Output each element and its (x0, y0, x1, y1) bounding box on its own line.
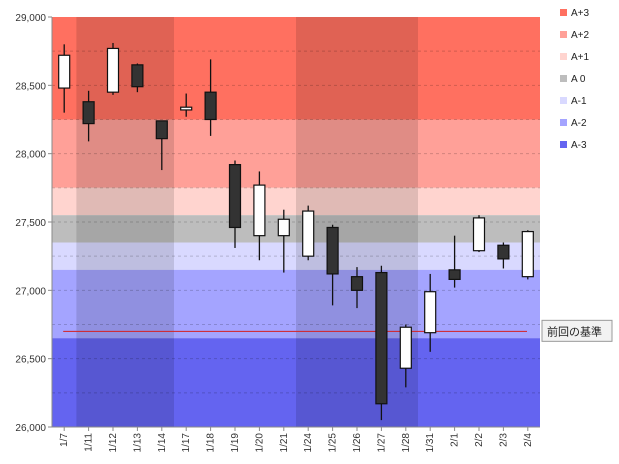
x-tick-label: 2/3 (498, 433, 509, 447)
legend-label: A-1 (571, 96, 587, 107)
shaded-period-1 (76, 17, 174, 427)
candle-body (326, 226, 339, 275)
candle-body (399, 326, 412, 369)
x-tick-label: 1/13 (132, 433, 143, 453)
y-tick-label: 26,500 (15, 355, 46, 366)
reference-line-group: 前回の基準 (63, 319, 613, 342)
x-tick-label: 1/11 (84, 433, 95, 452)
candle-body (448, 269, 461, 281)
x-tick-label: 1/25 (328, 433, 339, 453)
reference-label: 前回の基準 (547, 324, 602, 338)
band-aminus2 (52, 269, 540, 339)
x-tick-label: 1/14 (157, 433, 168, 453)
candle-body (228, 164, 242, 229)
candle-body (58, 54, 71, 89)
legend: A+3 A+2 A+1 A 0 A-1 A-2 A-3 (560, 8, 590, 151)
legend-swatch (560, 53, 567, 60)
legend-label: A+3 (571, 8, 590, 19)
band-aminus3 (52, 338, 540, 427)
legend-label: A-3 (571, 140, 587, 151)
x-tick-label: 1/24 (303, 433, 314, 453)
candle-body (424, 291, 437, 334)
candle-body (180, 106, 193, 111)
y-tick-label: 29,000 (15, 13, 46, 24)
legend-label: A+1 (571, 52, 590, 63)
band-a0 (52, 215, 540, 243)
candle-body (472, 217, 486, 252)
band-aplus2 (52, 119, 540, 188)
x-tick-label: 2/1 (450, 433, 461, 447)
x-tick-label: 1/21 (279, 433, 290, 453)
x-tick-label: 1/7 (59, 433, 70, 447)
shaded-period-2 (296, 17, 418, 427)
x-tick-label: 1/26 (352, 433, 363, 453)
candle-body (131, 64, 144, 88)
y-tick-label: 27,000 (15, 286, 46, 297)
candle-body (375, 271, 388, 405)
band-layer (52, 17, 540, 427)
x-tick-label: 1/28 (401, 433, 412, 453)
band-aplus1 (52, 187, 540, 216)
legend-label: A-2 (571, 118, 587, 129)
legend-swatch (560, 31, 567, 38)
band-aminus1 (52, 242, 540, 270)
x-tick-label: 1/27 (376, 433, 387, 453)
y-tick-label: 28,500 (15, 81, 46, 92)
x-tick-label: 1/20 (254, 433, 265, 453)
candle-body (302, 210, 315, 257)
axes-layer: 26,000 26,500 27,000 27,500 28,000 28,500 29,0… (15, 13, 540, 452)
legend-swatch (560, 9, 567, 16)
x-tick-label: 1/18 (206, 433, 217, 453)
candle-body (497, 244, 510, 260)
x-tick-label: 2/2 (474, 433, 485, 447)
candle-body (521, 230, 534, 278)
legend-swatch (560, 97, 567, 104)
x-tick-label: 1/19 (230, 433, 241, 453)
x-tick-label: 1/17 (181, 433, 192, 453)
candle-layer (58, 42, 534, 421)
reference-label-box (541, 319, 613, 342)
y-tick-label: 28,000 (15, 150, 46, 161)
candle-body (82, 101, 95, 125)
candle-body (253, 184, 266, 237)
candle-body (277, 218, 290, 237)
y-tick-label: 26,000 (15, 423, 46, 434)
legend-label: A+2 (571, 30, 590, 41)
candle-body (350, 276, 364, 291)
candle-body (204, 91, 217, 121)
x-tick-label: 1/12 (108, 433, 119, 453)
y-tick-label: 27,500 (15, 218, 46, 229)
candle-body (106, 47, 120, 93)
legend-swatch (560, 75, 567, 82)
period-shade-layer (76, 17, 418, 427)
legend-swatch (560, 141, 567, 148)
legend-label: A 0 (571, 74, 586, 85)
x-tick-label: 2/4 (523, 433, 534, 447)
legend-swatch (560, 119, 567, 126)
x-tick-label: 1/31 (425, 433, 436, 453)
candle-body (155, 120, 168, 140)
